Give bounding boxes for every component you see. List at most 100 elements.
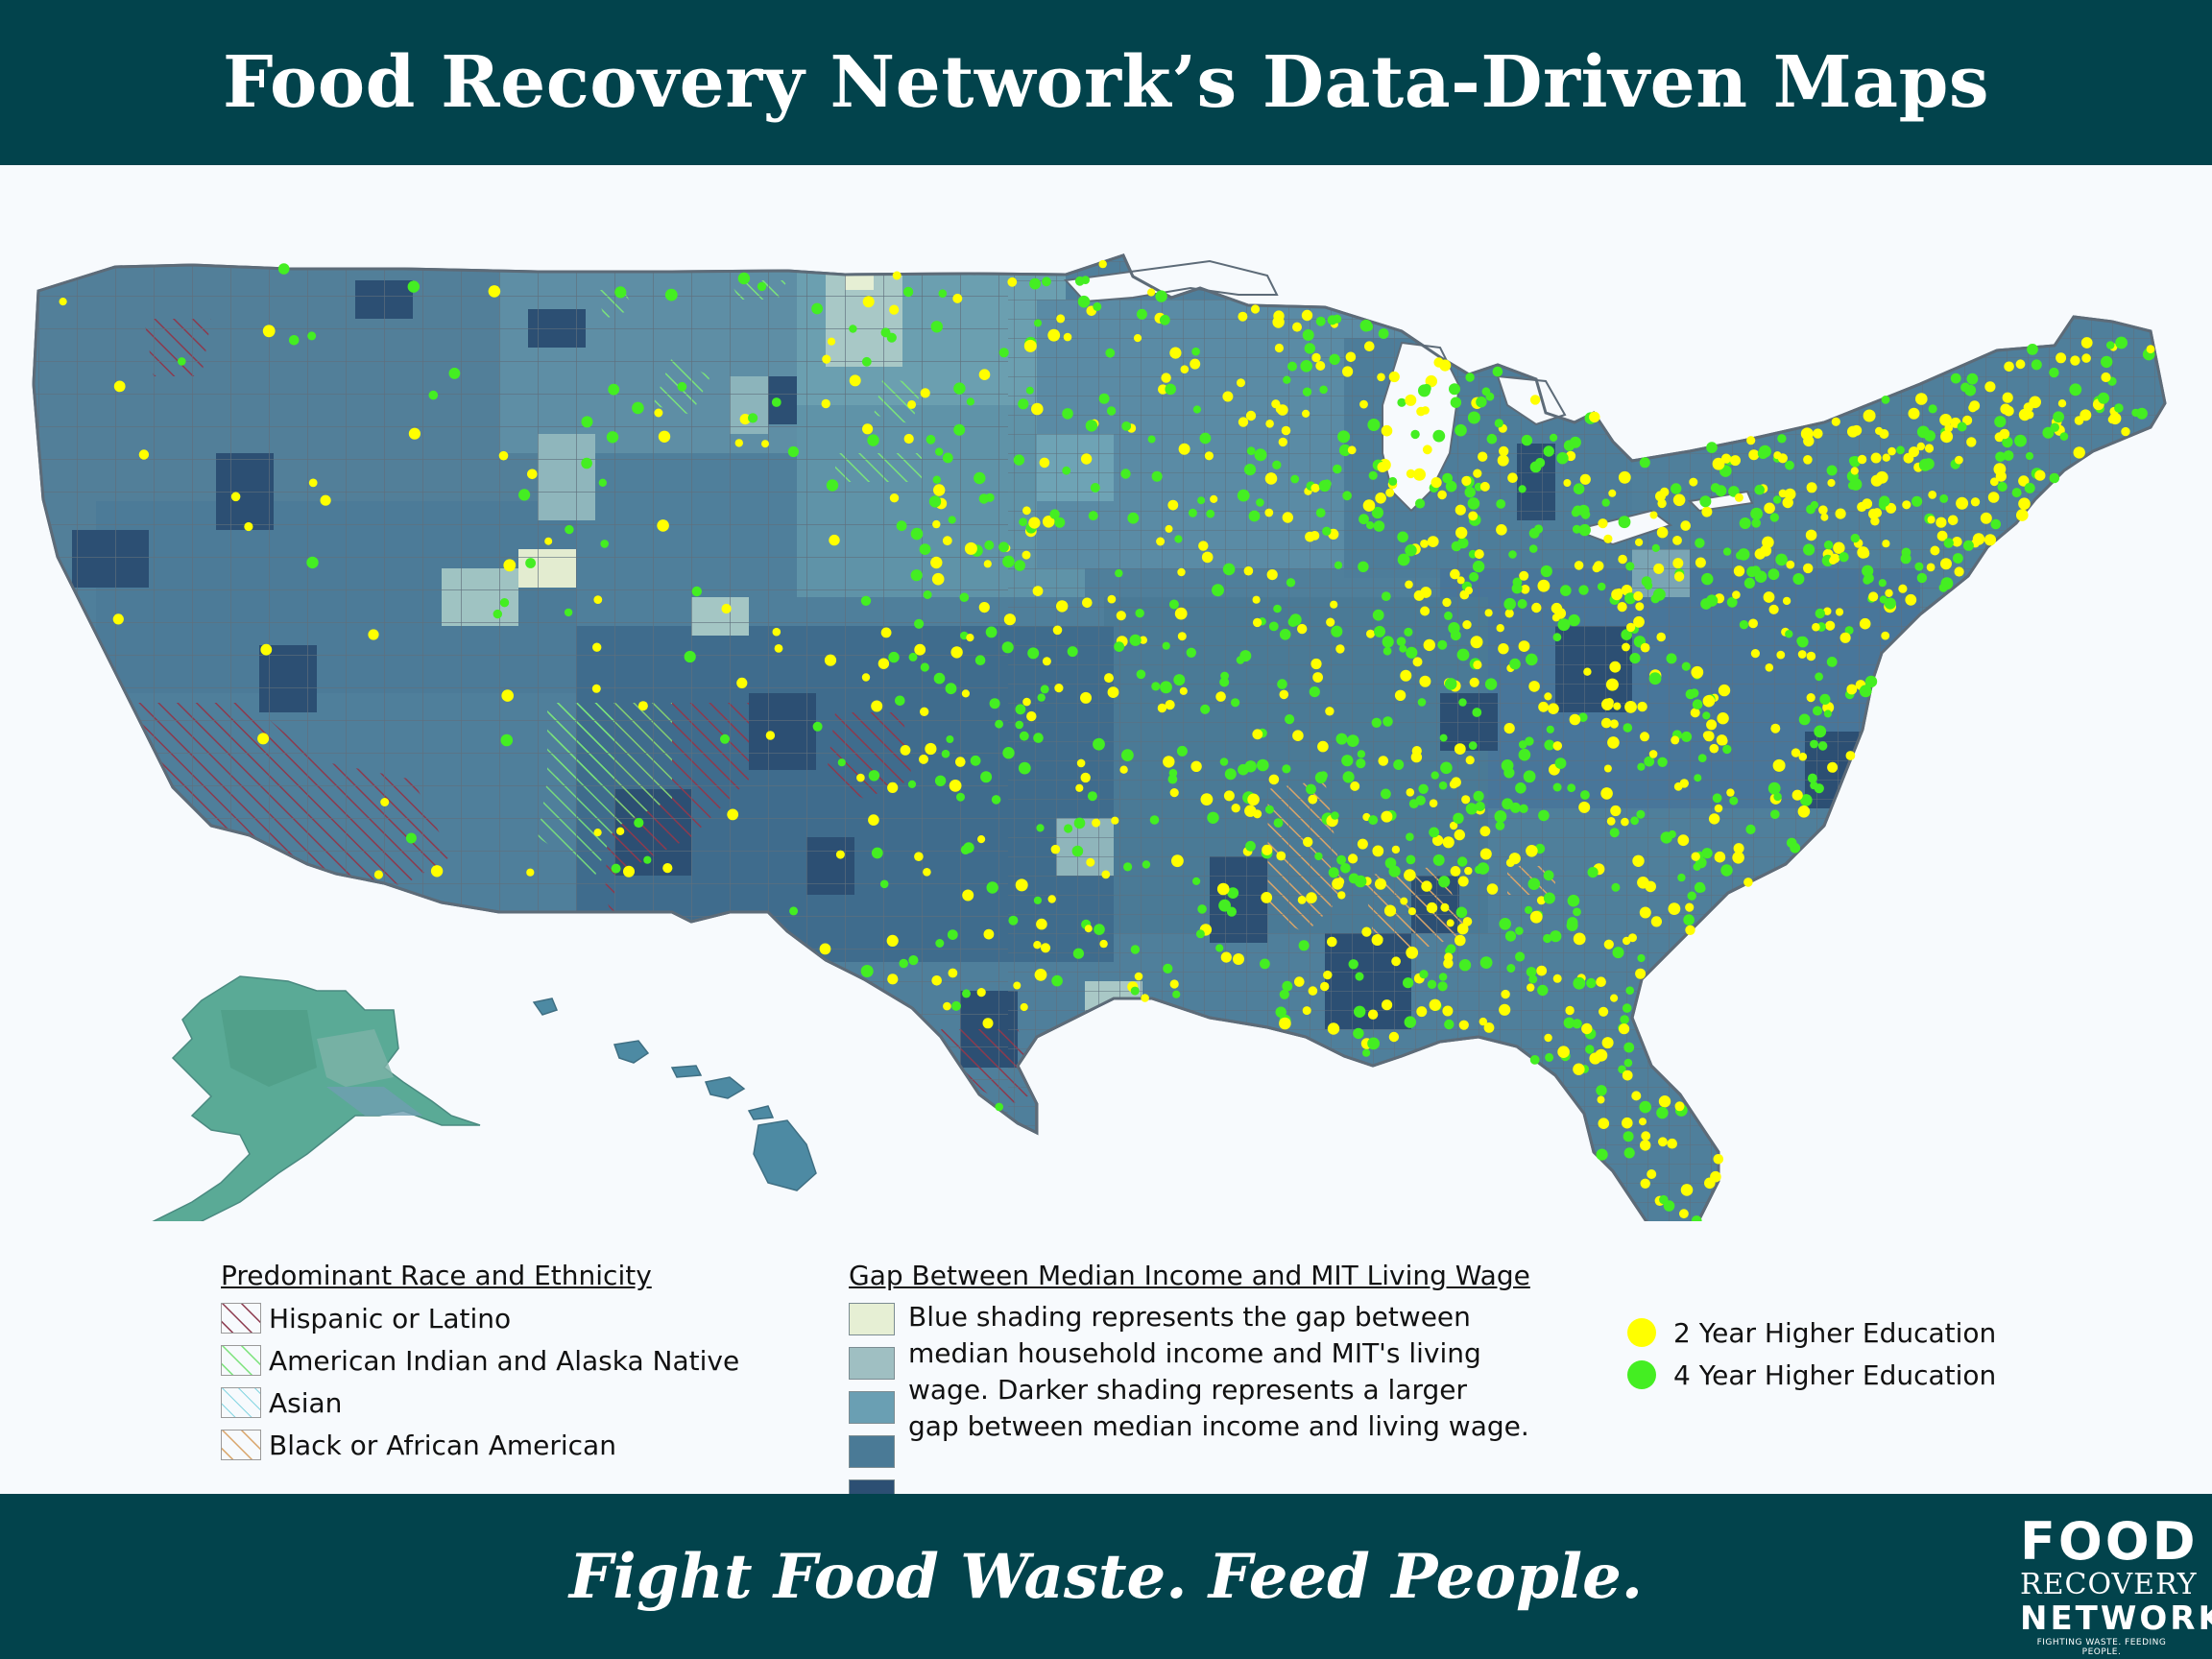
school-dot: [1469, 571, 1479, 582]
school-dot: [1151, 682, 1161, 691]
school-dot: [1903, 452, 1914, 464]
school-dot: [1439, 733, 1448, 742]
school-dot: [1075, 783, 1084, 792]
school-dot: [2002, 436, 2013, 448]
school-dot: [1726, 596, 1738, 608]
school-dot: [1306, 892, 1317, 903]
school-dot: [1578, 585, 1589, 595]
school-dot: [1363, 322, 1374, 332]
school-dot: [1268, 774, 1280, 785]
school-dot: [928, 495, 942, 508]
school-dot: [307, 331, 317, 341]
school-dot: [1485, 392, 1495, 401]
school-dot: [1479, 1017, 1488, 1026]
school-dot: [1449, 821, 1458, 830]
school-dot: [1136, 669, 1146, 680]
school-dot: [2069, 383, 2082, 397]
school-dot: [1999, 428, 2010, 440]
school-dot: [1479, 956, 1493, 969]
school-dot: [878, 658, 890, 669]
school-dot: [1354, 875, 1367, 888]
school-dot: [1603, 534, 1613, 543]
school-dot: [407, 280, 420, 293]
school-dot: [737, 272, 751, 285]
school-dot: [611, 863, 621, 874]
school-dot: [1492, 366, 1503, 377]
school-dot: [1215, 944, 1224, 952]
school-dot: [1210, 494, 1218, 503]
school-dot: [493, 609, 502, 619]
school-dot: [1483, 1022, 1495, 1033]
school-dot: [1192, 405, 1201, 414]
school-dot: [1984, 534, 1997, 546]
school-dot: [1476, 397, 1487, 408]
school-dot: [1013, 454, 1025, 466]
school-dot: [1617, 602, 1627, 613]
school-dot: [1419, 675, 1431, 687]
school-dot: [1798, 752, 1808, 761]
school-dot: [935, 939, 945, 948]
school-dot: [1400, 669, 1412, 682]
school-dot: [1773, 792, 1782, 802]
school-dot: [811, 302, 823, 315]
school-dot: [1598, 518, 1608, 529]
school-dot: [1388, 371, 1400, 383]
school-dot: [930, 321, 943, 333]
school-dot: [1227, 887, 1239, 899]
school-dot: [1381, 591, 1391, 601]
school-dot: [895, 695, 905, 707]
school-dot: [1694, 774, 1702, 782]
school-dot: [1423, 638, 1436, 652]
school-dot: [1708, 813, 1720, 825]
school-dot: [1377, 462, 1388, 472]
school-dot: [1254, 448, 1267, 462]
school-dot: [1622, 1117, 1633, 1129]
school-dot: [1691, 852, 1700, 861]
school-dot: [1879, 429, 1889, 439]
school-dot: [1820, 513, 1829, 521]
school-dot: [1621, 629, 1632, 640]
school-dot: [1033, 733, 1044, 743]
school-dot: [1623, 1042, 1635, 1053]
school-dot: [1579, 473, 1591, 485]
school-dot: [1995, 470, 2007, 482]
school-dot: [1677, 873, 1686, 882]
school-dot: [1544, 692, 1552, 701]
school-dot: [1421, 406, 1430, 415]
school-dot: [2057, 399, 2067, 408]
school-dot: [1268, 621, 1279, 632]
school-dot: [1647, 1169, 1657, 1179]
school-dot: [1120, 469, 1131, 479]
school-dot: [1455, 526, 1468, 540]
school-dot: [1681, 661, 1691, 671]
school-legend-item-4yr: 4 Year Higher Education: [1627, 1354, 1996, 1396]
school-dot: [1337, 430, 1351, 444]
school-dot: [1382, 636, 1394, 648]
school-dot: [1135, 609, 1144, 618]
school-dot: [1159, 314, 1170, 325]
school-dot: [1525, 905, 1533, 914]
school-dot: [1751, 518, 1761, 528]
school-dot: [907, 780, 917, 789]
school-dot: [826, 479, 839, 492]
school-dot: [1356, 758, 1366, 769]
school-dot: [1080, 453, 1093, 465]
race-legend-label: Hispanic or Latino: [269, 1302, 512, 1334]
school-dot: [1859, 617, 1871, 630]
school-dot: [1600, 717, 1612, 729]
school-dot: [1554, 757, 1567, 769]
school-dot: [1391, 845, 1401, 854]
school-dot: [1172, 990, 1181, 998]
school-dot: [1786, 560, 1795, 569]
school-dot: [1094, 924, 1105, 935]
school-dot: [308, 478, 318, 488]
school-dot: [1609, 661, 1622, 673]
school-dot: [1397, 553, 1410, 566]
school-dot: [1554, 608, 1567, 619]
school-dot: [1315, 508, 1326, 517]
school-dot: [1396, 637, 1407, 646]
school-dot: [1994, 416, 2007, 428]
school-dot: [1478, 451, 1488, 462]
school-dot: [1088, 511, 1098, 521]
school-dot: [1526, 653, 1538, 666]
